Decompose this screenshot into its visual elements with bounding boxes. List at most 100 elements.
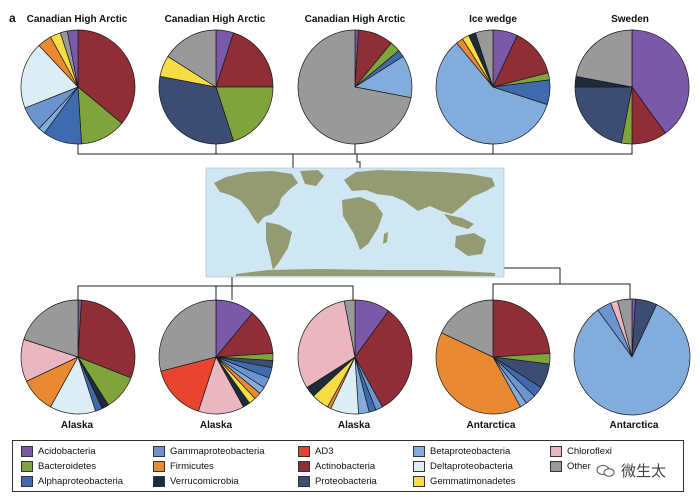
legend-item-gemmatimonadetes: Gemmatimonadetes [413, 476, 516, 487]
pie-slice-betaproteobacteria [573, 304, 691, 416]
pie-slice-actinobacteria [77, 29, 136, 124]
pie-chart [20, 29, 136, 145]
legend-label: Actinobacteria [315, 461, 376, 472]
legend-swatch [413, 461, 425, 472]
pie-slice-other [575, 29, 633, 88]
antarctica-land [236, 269, 495, 276]
pie-chart [297, 299, 413, 415]
pie-chart [297, 29, 413, 145]
legend-item-acidobacteria: Acidobacteria [21, 446, 96, 457]
legend-swatch [298, 446, 310, 457]
legend-swatch [550, 446, 562, 457]
legend-swatch [153, 461, 165, 472]
legend-item-bacteroidetes: Bacteroidetes [21, 461, 96, 472]
watermark-text: 微生太 [621, 463, 667, 480]
pie-title: Canadian High Arctic [26, 14, 128, 25]
pie-title: Antarctica [609, 420, 659, 431]
world-map [205, 167, 505, 278]
pie-slice-actinobacteria [215, 32, 274, 88]
pie-slice-bacteroidetes [215, 86, 274, 142]
legend-label: Deltaproteobacteria [430, 461, 513, 472]
pie-slice-actinobacteria [492, 299, 551, 358]
pie-chart [158, 29, 274, 145]
legend-item-proteobacteria: Proteobacteria [298, 476, 377, 487]
pie-chart [435, 29, 551, 145]
legend-label: AD3 [315, 446, 334, 457]
legend-swatch [413, 476, 425, 487]
pie-slice-other [158, 299, 217, 372]
south-america [266, 222, 292, 270]
pie-chart [20, 299, 136, 415]
legend-label: Other [567, 461, 591, 472]
legend-label: Bacteroidetes [38, 461, 97, 472]
pie-title: Antarctica [466, 420, 516, 431]
legend-swatch [298, 461, 310, 472]
pie-title: Sweden [611, 14, 649, 25]
legend-item-gammaproteobacteria: Gammaproteobacteria [153, 446, 265, 457]
pie-title: Alaska [199, 420, 233, 431]
pie-slice-deltaproteobacteria [20, 44, 79, 109]
pie-chart [574, 29, 690, 145]
panel-label: a [9, 11, 16, 25]
pie-slice-ad3 [160, 356, 217, 412]
pie-slice-acidobacteria [631, 29, 690, 134]
pie-slice-chloroflexi [297, 300, 356, 389]
legend-item-verrucomicrobia: Verrucomicrobia [153, 476, 239, 487]
connector-line [492, 283, 631, 300]
pie-slice-actinobacteria [354, 310, 413, 408]
watermark: 微生太 [596, 460, 666, 481]
pie-slice-other [167, 29, 217, 88]
pie-slice-other [23, 299, 79, 358]
pie-title: Alaska [337, 420, 371, 431]
pie-slice-proteobacteria [574, 86, 633, 144]
pie-slice-firmicutes [435, 332, 521, 415]
eurasia [344, 170, 495, 214]
pie-slice-acidobacteria [66, 29, 79, 88]
legend-label: Alphaproteobacteria [38, 476, 124, 487]
legend-label: Firmicutes [170, 461, 214, 472]
pie-title: Canadian High Arctic [164, 14, 266, 25]
pie-slice-other [474, 29, 494, 88]
legend-swatch [550, 461, 562, 472]
legend-item-ad3: AD3 [298, 446, 333, 457]
wechat-icon [596, 464, 615, 477]
legend-item-firmicutes: Firmicutes [153, 461, 214, 472]
legend-swatch [298, 476, 310, 487]
pie-charts [20, 29, 691, 416]
legend-label: Acidobacteria [38, 446, 96, 457]
legend: Acidobacteria Bacteroidetes Alphaproteobac… [12, 440, 684, 492]
southeast-asia [444, 214, 474, 229]
legend-item-deltaproteobacteria: Deltaproteobacteria [413, 461, 513, 472]
legend-swatch [153, 476, 165, 487]
legend-item-alphaproteobacteria: Alphaproteobacteria [21, 476, 123, 487]
pie-title: Alaska [60, 420, 94, 431]
legend-swatch [21, 476, 33, 487]
legend-label: Gammaproteobacteria [170, 446, 265, 457]
legend-swatch [153, 446, 165, 457]
pie-slice-actinobacteria [77, 299, 136, 379]
north-america [214, 171, 298, 224]
legend-label: Chloroflexi [567, 446, 612, 457]
pie-slice-other [440, 299, 494, 358]
pie-slice-other [297, 29, 412, 145]
legend-label: Verrucomicrobia [170, 476, 239, 487]
pie-title: Ice wedge [469, 14, 517, 25]
legend-item-other: Other [550, 461, 591, 472]
greenland [300, 170, 324, 186]
pie-chart [158, 299, 274, 415]
pie-title: Canadian High Arctic [304, 14, 406, 25]
figure-canvas [20, 29, 691, 416]
madagascar [383, 232, 388, 244]
pie-slice-other [617, 298, 633, 358]
legend-label: Gemmatimonadetes [430, 476, 516, 487]
legend-item-actinobacteria: Actinobacteria [298, 461, 375, 472]
legend-swatch [21, 446, 33, 457]
pie-chart [435, 299, 551, 415]
legend-swatch [21, 461, 33, 472]
pie-slice-betaproteobacteria [435, 42, 548, 145]
australia [455, 233, 486, 256]
legend-swatch [413, 446, 425, 457]
pie-slice-other [343, 299, 356, 358]
legend-item-betaproteobacteria: Betaproteobacteria [413, 446, 510, 457]
africa [342, 197, 383, 250]
